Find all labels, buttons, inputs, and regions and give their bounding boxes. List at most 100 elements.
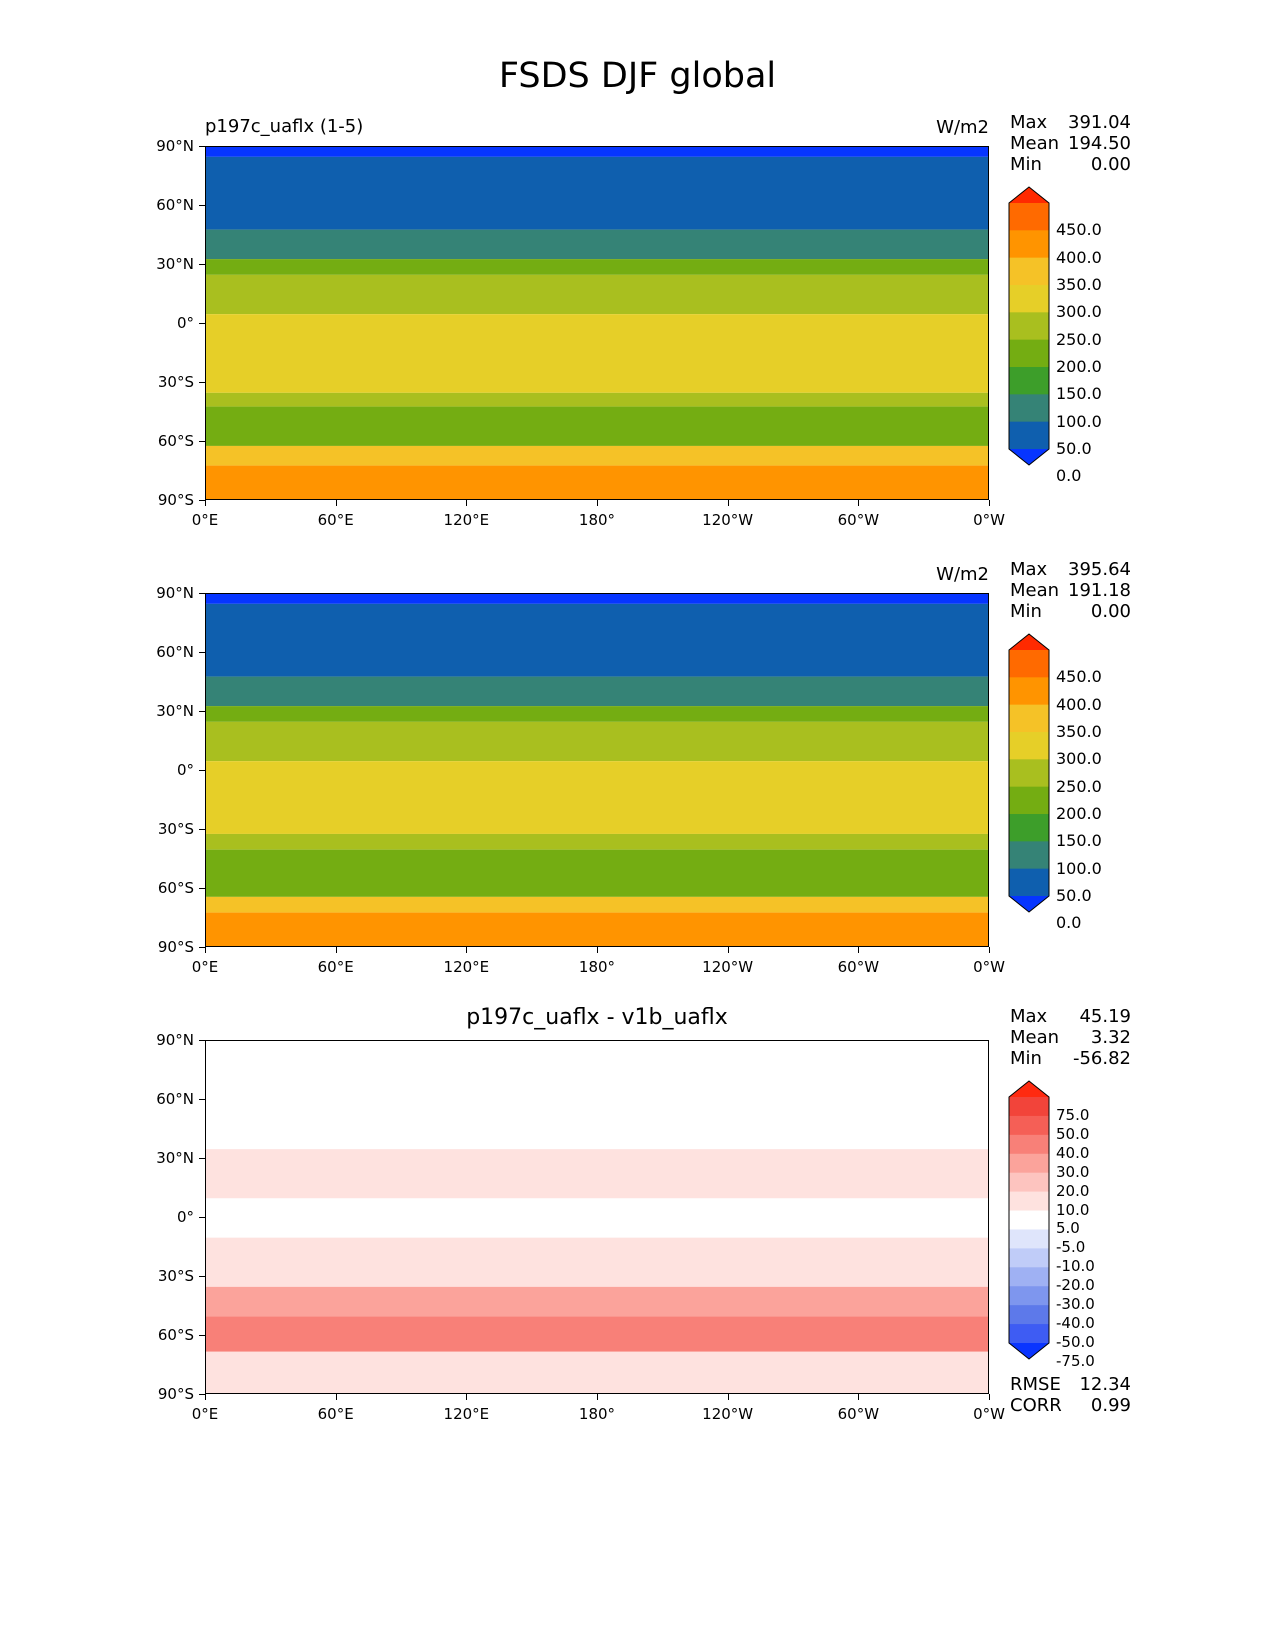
stat-label: Max — [1010, 1006, 1048, 1027]
stat-value: -56.82 — [1072, 1048, 1131, 1069]
lat-tick-label: 90°N — [156, 584, 194, 602]
lat-tick — [199, 441, 205, 442]
colorbar-extend-bottom — [1009, 449, 1049, 465]
lat-tick-label: 30°S — [157, 373, 194, 391]
colorbar-segment — [1009, 732, 1049, 760]
lon-tick — [205, 500, 206, 506]
colorbar-extend-bottom — [1009, 1343, 1049, 1359]
lon-tick — [858, 500, 860, 506]
stat-value: 194.50 — [1068, 133, 1131, 154]
colorbar-tick-label: 50.0 — [1056, 439, 1092, 458]
lon-tick — [205, 947, 206, 953]
field-band — [206, 833, 988, 850]
colorbar-tick-label: 30.0 — [1056, 1162, 1090, 1181]
lon-tick-label: 120°E — [443, 958, 490, 976]
stat-value: 395.64 — [1068, 559, 1131, 580]
stat-value: 0.00 — [1090, 601, 1131, 622]
page-title: FSDS DJF global — [498, 56, 777, 96]
field-band — [206, 156, 988, 230]
field-layer — [206, 1041, 988, 1393]
lat-tick — [199, 593, 205, 594]
lon-tick — [205, 1394, 206, 1400]
lon-tick-label: 0°E — [191, 511, 219, 529]
lat-tick-label: 30°N — [156, 702, 194, 720]
colorbar-segment — [1009, 1229, 1049, 1249]
colorbar-outline — [1008, 633, 1050, 913]
lon-tick-label: 120°W — [702, 958, 754, 976]
colorbar-tick-label: 100.0 — [1056, 411, 1102, 431]
lon-tick-label: 60°W — [837, 511, 880, 529]
lon-tick — [727, 500, 729, 506]
lon-tick-label: 0°E — [191, 958, 219, 976]
colorbar-segment — [1009, 841, 1049, 870]
field-band — [206, 1149, 988, 1199]
stat-value: 45.19 — [1079, 1006, 1131, 1027]
colorbar-segment — [1009, 1210, 1049, 1230]
lon-tick-label: 180° — [578, 511, 616, 529]
stat-label: Max — [1010, 112, 1048, 133]
field-band — [206, 721, 988, 762]
colorbar-tick-label: 10.0 — [1056, 1200, 1090, 1219]
stat-label: Mean — [1010, 1027, 1060, 1048]
lon-tick-label: 60°E — [317, 511, 354, 529]
colorbar-tick-label: 450.0 — [1056, 667, 1102, 687]
colorbar-segment — [1009, 814, 1049, 842]
lon-tick-label: 120°W — [702, 1405, 754, 1423]
field-layer — [206, 147, 988, 499]
colorbar-tick-label: 300.0 — [1056, 749, 1102, 769]
lon-tick — [597, 947, 598, 953]
colorbar-tick-label: 0.0 — [1056, 466, 1082, 486]
lat-tick — [199, 947, 205, 948]
lat-tick — [199, 205, 205, 206]
map-difference — [205, 1040, 989, 1394]
lat-tick — [199, 1335, 205, 1336]
lon-tick — [727, 947, 729, 953]
colorbar-segment — [1009, 650, 1049, 678]
lat-tick-label: 60°N — [156, 196, 194, 214]
field-band — [206, 676, 988, 707]
colorbar-segment — [1009, 1191, 1049, 1212]
colorbar-extend-top — [1009, 634, 1049, 650]
lon-tick — [466, 1394, 468, 1400]
field-band — [206, 229, 988, 260]
lat-tick — [199, 146, 205, 147]
colorbar-tick-label: 75.0 — [1056, 1105, 1090, 1124]
colorbar-tick-label: 350.0 — [1056, 275, 1102, 294]
lon-tick — [858, 1394, 860, 1400]
colorbar-segment — [1009, 312, 1049, 341]
lat-tick — [199, 323, 205, 324]
lat-tick-label: 90°S — [157, 491, 194, 509]
field-band — [206, 896, 988, 913]
lon-tick — [858, 947, 860, 953]
colorbar-segment — [1009, 257, 1049, 286]
field-band — [206, 1316, 988, 1352]
lat-tick — [199, 1099, 205, 1100]
lon-tick-label: 60°W — [837, 958, 880, 976]
stat-label: Max — [1010, 559, 1048, 580]
field-band — [206, 706, 988, 722]
lon-tick — [989, 947, 990, 953]
field-band — [206, 761, 988, 834]
lat-tick-label: 30°S — [157, 1267, 194, 1285]
stat-value: 191.18 — [1068, 580, 1131, 601]
field-band — [206, 1351, 988, 1393]
lon-tick — [727, 1394, 729, 1400]
lon-tick-label: 60°E — [317, 958, 354, 976]
colorbar-segment — [1009, 230, 1049, 259]
stat-value: 0.99 — [1090, 1395, 1131, 1416]
field-band — [206, 392, 988, 407]
field-band — [206, 1237, 988, 1287]
lat-tick — [199, 500, 205, 501]
colorbar-tick-label: -75.0 — [1056, 1351, 1095, 1370]
colorbar-segment — [1009, 421, 1049, 450]
colorbar-outline — [1008, 186, 1050, 466]
field-band — [206, 259, 988, 275]
colorbar-segment — [1009, 868, 1049, 897]
colorbar-tick-label: 20.0 — [1056, 1181, 1090, 1200]
lat-tick-label: 0° — [176, 1208, 194, 1226]
map-reference — [205, 593, 989, 947]
colorbar-segment — [1009, 1097, 1049, 1117]
lon-tick — [597, 500, 598, 506]
lat-tick-label: 30°N — [156, 1149, 194, 1167]
lon-tick-label: 180° — [578, 958, 616, 976]
